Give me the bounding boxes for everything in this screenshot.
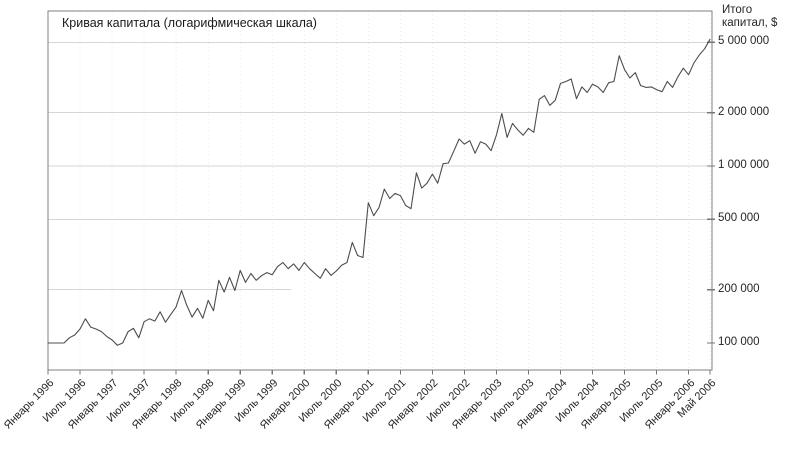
y-axis-title: Итого капитал, $ xyxy=(722,4,777,30)
y-axis-title-line1: Итого xyxy=(722,4,753,16)
y-axis-title-line2: капитал, $ xyxy=(722,17,778,29)
y-tick-label: 2 000 000 xyxy=(718,105,770,118)
y-tick-label: 5 000 000 xyxy=(718,35,770,48)
equity-curve xyxy=(47,38,711,346)
y-tick-label: 1 000 000 xyxy=(718,159,770,171)
y-tick-label: 100 000 xyxy=(718,336,760,348)
plot-border xyxy=(47,10,713,371)
chart-title: Кривая капитала (логарифмическая шкала) xyxy=(62,16,317,30)
y-tick-label: 200 000 xyxy=(718,282,760,295)
y-tick-label: 500 000 xyxy=(718,212,760,225)
